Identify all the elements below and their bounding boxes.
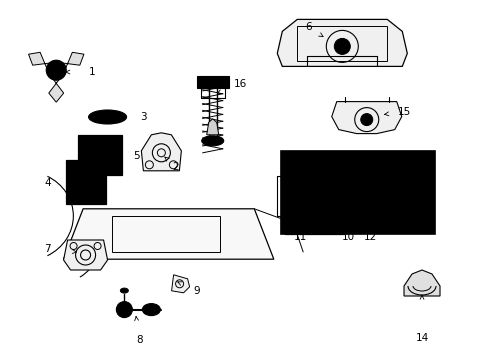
- Bar: [293, 166, 337, 226]
- Ellipse shape: [146, 306, 156, 313]
- Bar: [65, 160, 105, 204]
- Polygon shape: [49, 70, 63, 102]
- Circle shape: [359, 184, 383, 208]
- Bar: [285, 158, 345, 234]
- Text: 2: 2: [172, 162, 179, 172]
- Polygon shape: [403, 270, 439, 296]
- Polygon shape: [56, 52, 84, 72]
- Polygon shape: [171, 275, 189, 293]
- Bar: [297, 26, 386, 62]
- Text: 8: 8: [136, 335, 142, 345]
- Polygon shape: [206, 119, 218, 135]
- Text: 10: 10: [342, 232, 354, 242]
- Text: 15: 15: [397, 107, 411, 117]
- Circle shape: [407, 186, 427, 206]
- Ellipse shape: [88, 110, 126, 124]
- Bar: [78, 135, 122, 175]
- Circle shape: [401, 180, 433, 212]
- Text: 16: 16: [233, 78, 247, 89]
- Text: 12: 12: [363, 232, 377, 242]
- Text: 1: 1: [88, 67, 95, 77]
- Bar: [85, 141, 115, 169]
- Ellipse shape: [97, 113, 118, 121]
- Circle shape: [116, 302, 132, 318]
- Bar: [196, 76, 228, 88]
- Circle shape: [46, 60, 66, 80]
- Circle shape: [308, 189, 322, 203]
- Polygon shape: [28, 52, 56, 72]
- Circle shape: [351, 176, 391, 216]
- Polygon shape: [141, 133, 181, 171]
- Circle shape: [301, 182, 329, 210]
- Circle shape: [413, 192, 421, 200]
- Ellipse shape: [142, 303, 160, 316]
- Text: 11: 11: [293, 232, 307, 242]
- Circle shape: [120, 306, 128, 314]
- Bar: [112, 216, 220, 252]
- Circle shape: [293, 174, 337, 218]
- Bar: [281, 151, 434, 234]
- Text: 13: 13: [419, 211, 432, 221]
- Circle shape: [366, 191, 376, 201]
- Circle shape: [102, 112, 112, 122]
- Circle shape: [334, 39, 349, 54]
- Text: 4: 4: [44, 178, 51, 188]
- Text: 9: 9: [193, 286, 200, 296]
- Circle shape: [360, 114, 372, 126]
- Bar: [71, 166, 100, 198]
- Text: 3: 3: [140, 112, 146, 122]
- Text: 7: 7: [44, 244, 51, 255]
- Polygon shape: [277, 19, 407, 66]
- Text: 14: 14: [414, 333, 428, 343]
- Circle shape: [343, 168, 399, 224]
- Ellipse shape: [120, 288, 128, 293]
- Circle shape: [51, 65, 61, 75]
- Polygon shape: [331, 102, 401, 134]
- Ellipse shape: [202, 136, 223, 146]
- Polygon shape: [63, 209, 273, 259]
- Text: 5: 5: [133, 150, 140, 161]
- Polygon shape: [63, 240, 107, 270]
- Text: 6: 6: [304, 22, 311, 32]
